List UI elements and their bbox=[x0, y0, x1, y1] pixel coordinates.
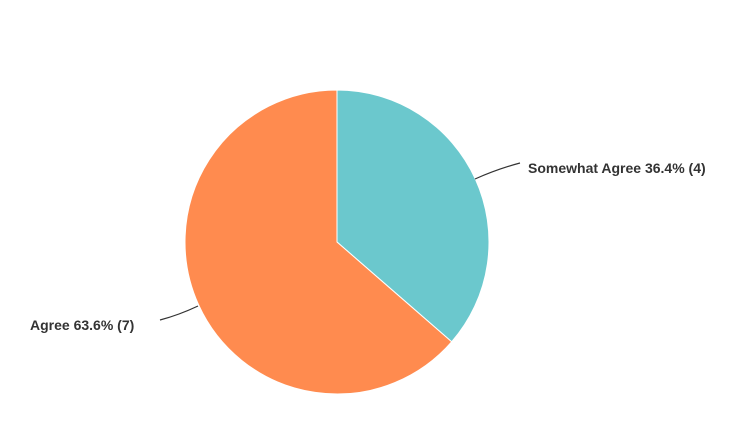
data-label: Agree 63.6% (7) bbox=[30, 317, 134, 333]
label-leader-line bbox=[474, 162, 521, 180]
data-label: Somewhat Agree 36.4% (4) bbox=[528, 160, 706, 176]
pie-slice-agree bbox=[184, 89, 453, 395]
label-leader-line bbox=[159, 305, 199, 321]
